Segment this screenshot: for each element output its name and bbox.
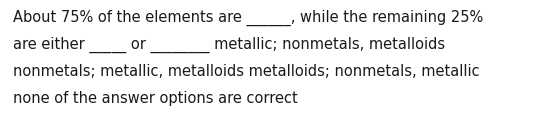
Text: are either _____ or ________ metallic; nonmetals, metalloids: are either _____ or ________ metallic; n… bbox=[13, 37, 445, 53]
Text: About 75% of the elements are ______, while the remaining 25%: About 75% of the elements are ______, wh… bbox=[13, 10, 483, 26]
Text: nonmetals; metallic, metalloids metalloids; nonmetals, metallic: nonmetals; metallic, metalloids metalloi… bbox=[13, 64, 480, 79]
Text: none of the answer options are correct: none of the answer options are correct bbox=[13, 91, 298, 106]
